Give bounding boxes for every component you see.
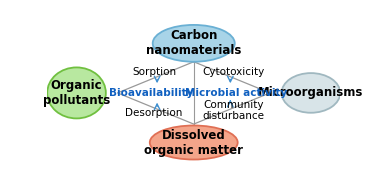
Text: Cytotoxicity: Cytotoxicity <box>202 67 264 77</box>
Text: Community
disturbance: Community disturbance <box>202 100 264 121</box>
Text: Organic
pollutants: Organic pollutants <box>43 79 110 107</box>
Ellipse shape <box>153 25 235 62</box>
Ellipse shape <box>282 73 340 113</box>
Text: Desorption: Desorption <box>125 108 183 118</box>
Text: Sorption: Sorption <box>132 67 176 77</box>
Text: Dissolved
organic matter: Dissolved organic matter <box>144 128 243 157</box>
Ellipse shape <box>47 67 106 118</box>
Text: Bioavailability: Bioavailability <box>109 88 194 98</box>
Text: Microorganisms: Microorganisms <box>258 86 364 99</box>
Text: Carbon
nanomaterials: Carbon nanomaterials <box>146 29 242 57</box>
Text: Microbial activity: Microbial activity <box>185 88 287 98</box>
Ellipse shape <box>150 125 238 160</box>
